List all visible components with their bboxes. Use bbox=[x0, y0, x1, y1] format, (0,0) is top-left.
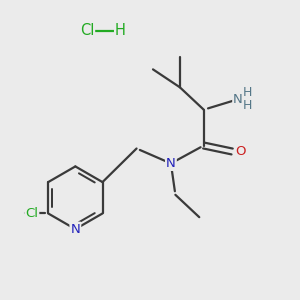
Text: H: H bbox=[115, 23, 126, 38]
Text: N: N bbox=[233, 93, 243, 106]
Text: N: N bbox=[166, 157, 176, 170]
Text: Cl: Cl bbox=[25, 207, 38, 220]
Text: H: H bbox=[243, 86, 252, 99]
Text: H: H bbox=[243, 99, 252, 112]
Text: Cl: Cl bbox=[80, 23, 94, 38]
Text: O: O bbox=[235, 145, 246, 158]
Text: N: N bbox=[70, 223, 80, 236]
